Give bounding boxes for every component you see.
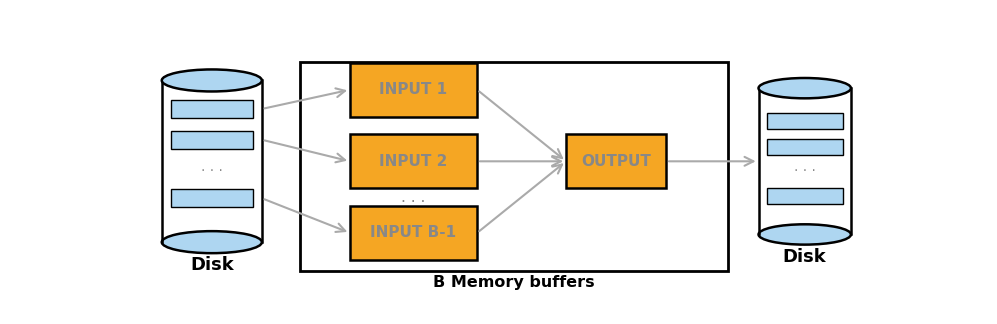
Bar bbox=[767, 113, 842, 129]
Text: . . .: . . . bbox=[402, 190, 426, 205]
Bar bbox=[767, 139, 842, 156]
Bar bbox=[350, 206, 478, 260]
Ellipse shape bbox=[162, 231, 262, 253]
Bar bbox=[170, 100, 253, 118]
Ellipse shape bbox=[759, 224, 850, 245]
Bar bbox=[350, 134, 478, 188]
Text: . . .: . . . bbox=[794, 160, 816, 174]
Bar bbox=[170, 189, 253, 207]
Text: Disk: Disk bbox=[190, 256, 233, 274]
Text: . . .: . . . bbox=[200, 160, 222, 174]
Bar bbox=[759, 88, 850, 235]
Bar bbox=[767, 188, 842, 204]
Bar bbox=[300, 62, 728, 272]
Text: INPUT B-1: INPUT B-1 bbox=[371, 226, 457, 240]
Ellipse shape bbox=[759, 78, 850, 98]
Text: OUTPUT: OUTPUT bbox=[581, 154, 651, 169]
Text: INPUT 1: INPUT 1 bbox=[380, 82, 448, 97]
Bar bbox=[350, 63, 478, 117]
Bar bbox=[170, 131, 253, 149]
Ellipse shape bbox=[759, 78, 850, 98]
Bar bbox=[162, 80, 262, 242]
Bar bbox=[566, 134, 666, 188]
Text: Disk: Disk bbox=[783, 248, 827, 266]
Text: INPUT 2: INPUT 2 bbox=[380, 154, 448, 169]
Ellipse shape bbox=[162, 69, 262, 91]
Text: B Memory buffers: B Memory buffers bbox=[434, 274, 595, 290]
Ellipse shape bbox=[162, 69, 262, 91]
